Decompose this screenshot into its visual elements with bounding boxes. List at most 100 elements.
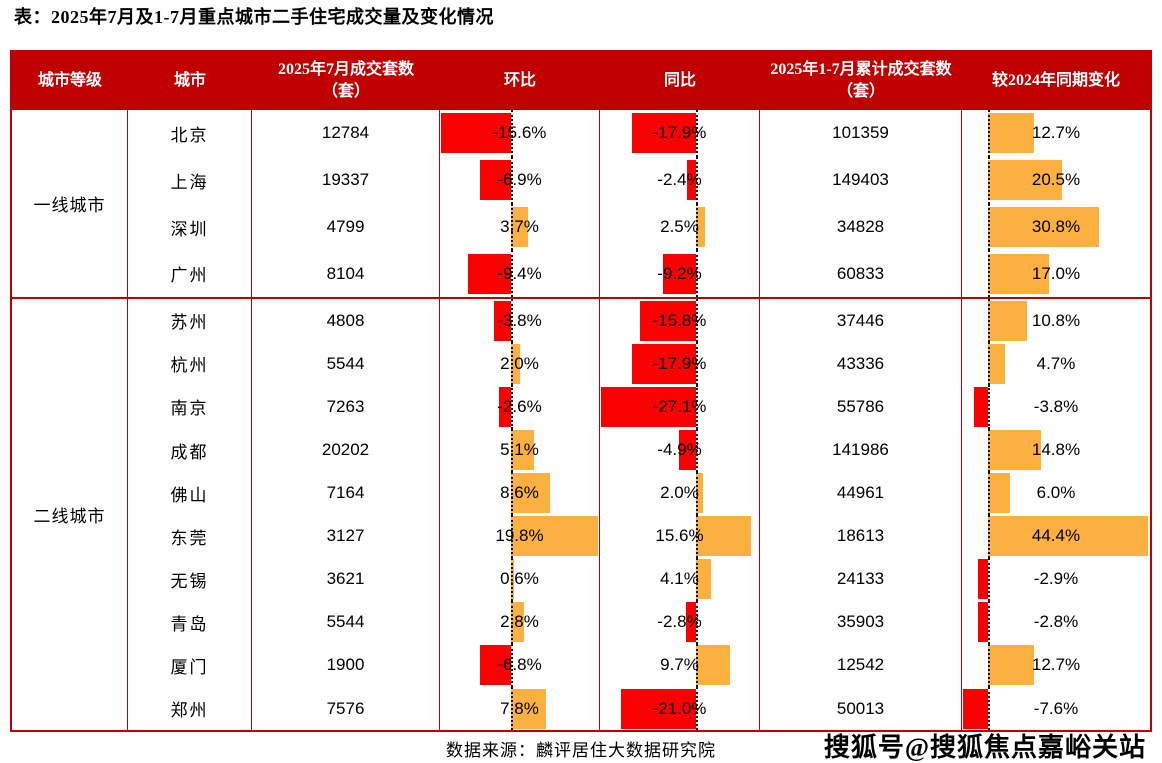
city-name: 无锡 [128,557,252,601]
tier-rows: 北京 12784 -15.6% -17.9% 101359 12.7% 上海 19337 -6.… [128,110,1150,298]
jul-sales-value: 5544 [252,342,440,386]
table-title: 表：2025年7月及1-7月重点城市二手住宅成交量及变化情况 [14,7,494,27]
change-bar-cell: -2.9% [962,557,1150,601]
percent-label: 2.0% [660,483,699,503]
negative-bar [686,602,696,643]
zero-baseline [696,643,698,687]
percent-label: 8.6% [500,483,539,503]
jul-sales-value: 7576 [252,686,440,731]
cum-sales-value: 18613 [760,514,962,558]
percent-label: 4.1% [660,569,699,589]
positive-bar [988,645,1034,686]
percent-label: -15.8% [652,310,707,330]
zero-baseline [696,428,698,472]
table-row: 佛山 7164 8.6% 2.0% 44961 6.0% [128,471,1150,515]
mom-bar-cell: 3.7% [440,203,600,251]
zero-baseline [988,156,990,204]
zero-baseline [988,385,990,429]
percent-label: -2.4% [657,170,702,190]
zero-baseline [696,471,698,515]
percent-label: -3.8% [497,310,542,330]
percent-label: 30.8% [1031,217,1081,237]
percent-label: 2.5% [660,217,699,237]
change-bar-cell: -2.8% [962,600,1150,644]
yoy-bar-cell: -4.9% [600,428,760,472]
mom-bar-cell: 2.8% [440,600,600,644]
yoy-bar-cell: 2.0% [600,471,760,515]
negative-bar [601,386,696,427]
city-name: 成都 [128,428,252,472]
col-header-city: 城市 [173,72,206,90]
zero-baseline [696,385,698,429]
change-bar-cell: -7.6% [962,686,1150,731]
negative-bar [441,113,511,154]
zero-baseline [511,203,513,251]
percent-label: -17.9% [652,353,707,373]
table-row: 上海 19337 -6.9% -2.4% 149403 20.5% [128,156,1150,204]
percent-label: 14.8% [1031,440,1081,460]
negative-bar [639,300,696,341]
cum-sales-value: 24133 [760,557,962,601]
zero-baseline [511,600,513,644]
zero-baseline [696,514,698,558]
zero-baseline [696,557,698,601]
zero-baseline [988,250,990,298]
zero-baseline [511,156,513,204]
positive-bar [988,160,1062,201]
percent-label: 4.7% [1036,353,1076,373]
col-header-change-vs-2024: 较2024年同期变化 [991,72,1120,90]
positive-bar [696,473,704,514]
positive-bar [988,430,1042,471]
cum-sales-value: 55786 [760,385,962,429]
percent-label: 20.5% [1031,170,1081,190]
negative-bar [663,253,696,294]
mom-bar-cell: 8.6% [440,471,600,515]
change-bar-cell: 6.0% [962,471,1150,515]
zero-baseline [696,686,698,731]
cum-sales-value: 35903 [760,600,962,644]
positive-bar [511,473,551,514]
cum-sales-value: 50013 [760,686,962,731]
zero-baseline [988,600,990,644]
col-header-city-tier: 城市等级 [37,72,102,90]
negative-bar [479,160,511,201]
change-bar-cell: 10.8% [962,299,1150,343]
zero-baseline [511,299,513,343]
negative-bar [977,602,988,643]
positive-bar [696,207,705,248]
percent-label: 2.0% [500,353,539,373]
positive-bar [988,300,1027,341]
city-name: 东莞 [128,514,252,558]
change-bar-cell: 17.0% [962,250,1150,298]
negative-bar [963,688,988,729]
table-row: 北京 12784 -15.6% -17.9% 101359 12.7% [128,110,1150,157]
positive-bar [511,688,547,729]
table-row: 青岛 5544 2.8% -2.8% 35903 -2.8% [128,600,1150,644]
tier-group: 二线城市 苏州 4808 -3.8% -15.8% 37446 10.8% 杭州 5544 2.0… [12,297,1150,731]
zero-baseline [988,514,990,558]
percent-label: 3.7% [500,217,539,237]
percent-label: -6.9% [497,170,542,190]
table-row: 南京 7263 -2.6% -27.1% 55786 -3.8% [128,385,1150,429]
cum-sales-value: 101359 [760,110,962,157]
zero-baseline [511,514,513,558]
positive-bar [696,559,711,600]
percent-label: -6.8% [497,655,542,675]
zero-baseline [511,342,513,386]
zero-baseline [988,342,990,386]
city-name: 青岛 [128,600,252,644]
city-name: 深圳 [128,203,252,251]
yoy-bar-cell: -27.1% [600,385,760,429]
percent-label: -2.9% [1033,569,1079,589]
jul-sales-value: 1900 [252,643,440,687]
table-row: 广州 8104 -9.4% -9.2% 60833 17.0% [128,250,1150,298]
tier-rows: 苏州 4808 -3.8% -15.8% 37446 10.8% 杭州 5544 2.0% -17… [128,299,1150,731]
change-bar-cell: -3.8% [962,385,1150,429]
cum-sales-value: 44961 [760,471,962,515]
change-bar-cell: 4.7% [962,342,1150,386]
mom-bar-cell: -6.9% [440,156,600,204]
zero-baseline [988,686,990,731]
table-row: 厦门 1900 -6.8% 9.7% 12542 12.7% [128,643,1150,687]
percent-label: -17.9% [652,123,707,143]
